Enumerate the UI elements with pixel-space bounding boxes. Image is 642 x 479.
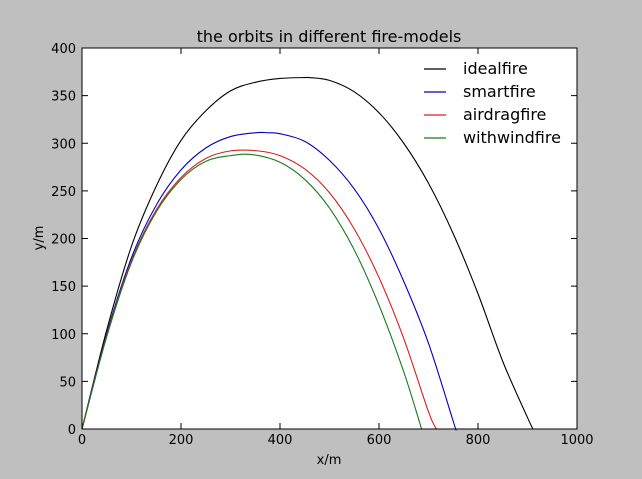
y-tick-label: 50 [59, 375, 76, 390]
y-tick-label: 400 [51, 42, 76, 57]
series-line-idealfire [81, 76, 534, 430]
x-tick-label: 200 [169, 433, 194, 448]
y-tick-label: 200 [51, 233, 76, 248]
legend-label-smartfire: smartfire [463, 82, 536, 101]
x-axis-label: x/m [317, 453, 342, 468]
plot-area [82, 48, 577, 429]
chart-title: the orbits in different fire-models [197, 27, 462, 46]
x-tick-label: 400 [268, 433, 293, 448]
x-tick-label: 0 [78, 433, 86, 448]
series-line-smartfire [81, 131, 457, 431]
series-line-withwindfire [81, 153, 423, 430]
series-layer [81, 76, 534, 431]
legend-label-idealfire: idealfire [463, 59, 528, 78]
x-tick-label: 800 [466, 433, 491, 448]
y-tick-label: 300 [51, 137, 76, 152]
legend-label-withwindfire: withwindfire [463, 128, 561, 147]
y-tick-label: 150 [51, 280, 76, 295]
y-tick-label: 0 [68, 423, 76, 438]
x-tick-label: 1000 [560, 433, 593, 448]
x-axis: 0 200 400 600 800 1000 [78, 48, 594, 448]
y-tick-label: 250 [51, 185, 76, 200]
legend-label-airdragfire: airdragfire [463, 105, 546, 124]
series-line-airdragfire [81, 149, 437, 430]
y-tick-label: 100 [51, 328, 76, 343]
legend: idealfire smartfire airdragfire withwindfir… [424, 59, 561, 147]
y-axis-label: y/m [32, 226, 47, 251]
x-tick-label: 600 [367, 433, 392, 448]
y-axis: 0 50 100 150 200 250 300 350 400 [51, 42, 577, 438]
y-tick-label: 350 [51, 90, 76, 105]
